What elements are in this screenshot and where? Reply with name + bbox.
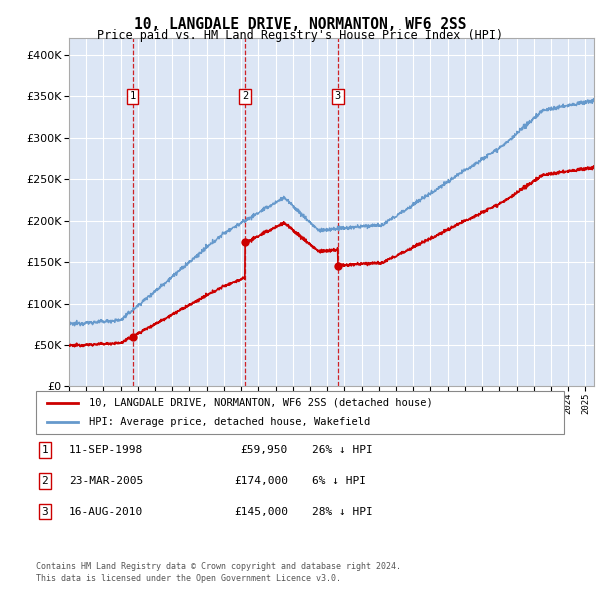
- Text: Price paid vs. HM Land Registry's House Price Index (HPI): Price paid vs. HM Land Registry's House …: [97, 30, 503, 42]
- Text: 10, LANGDALE DRIVE, NORMANTON, WF6 2SS (detached house): 10, LANGDALE DRIVE, NORMANTON, WF6 2SS (…: [89, 398, 433, 408]
- Text: £145,000: £145,000: [234, 507, 288, 516]
- Text: 1: 1: [130, 91, 136, 101]
- Text: HPI: Average price, detached house, Wakefield: HPI: Average price, detached house, Wake…: [89, 417, 370, 427]
- Text: 11-SEP-1998: 11-SEP-1998: [69, 445, 143, 455]
- Text: 2: 2: [242, 91, 248, 101]
- Text: £59,950: £59,950: [241, 445, 288, 455]
- Text: 16-AUG-2010: 16-AUG-2010: [69, 507, 143, 516]
- Text: 1: 1: [41, 445, 49, 455]
- Text: 23-MAR-2005: 23-MAR-2005: [69, 476, 143, 486]
- FancyBboxPatch shape: [36, 391, 564, 434]
- Text: £174,000: £174,000: [234, 476, 288, 486]
- Text: 10, LANGDALE DRIVE, NORMANTON, WF6 2SS: 10, LANGDALE DRIVE, NORMANTON, WF6 2SS: [134, 17, 466, 31]
- Text: 3: 3: [335, 91, 341, 101]
- Text: 26% ↓ HPI: 26% ↓ HPI: [312, 445, 373, 455]
- Text: 2: 2: [41, 476, 49, 486]
- Text: 6% ↓ HPI: 6% ↓ HPI: [312, 476, 366, 486]
- Text: 28% ↓ HPI: 28% ↓ HPI: [312, 507, 373, 516]
- Text: 3: 3: [41, 507, 49, 516]
- Text: Contains HM Land Registry data © Crown copyright and database right 2024.
This d: Contains HM Land Registry data © Crown c…: [36, 562, 401, 583]
